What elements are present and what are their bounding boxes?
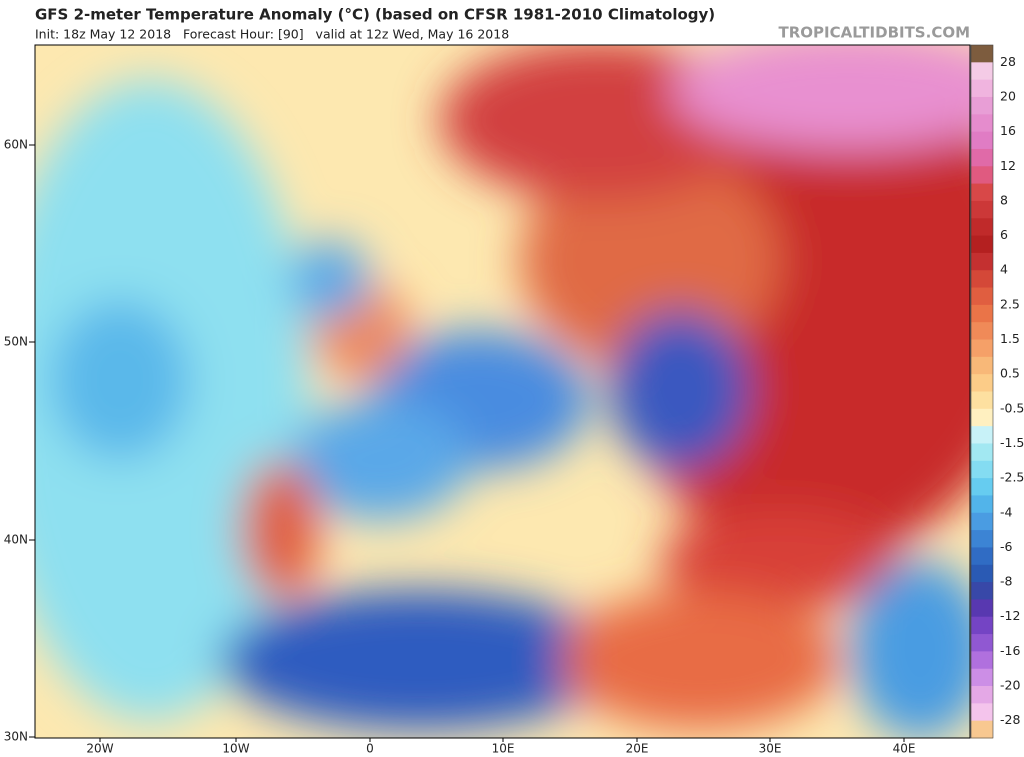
colorbar-label: -1.5: [1000, 435, 1024, 450]
lon-label: 20E: [626, 742, 649, 756]
lon-label: 40E: [893, 742, 916, 756]
colorbar-swatch: [971, 131, 993, 150]
colorbar-swatch: [971, 651, 993, 670]
colorbar-swatch: [971, 460, 993, 479]
colorbar-swatch: [971, 616, 993, 635]
colorbar-swatch: [971, 235, 993, 254]
colorbar-swatch: [971, 114, 993, 133]
colorbar-label: -6: [1000, 539, 1013, 554]
colorbar-label: -28: [1000, 712, 1020, 727]
colorbar-swatch: [971, 668, 993, 687]
colorbar-swatch: [971, 270, 993, 289]
colorbar-swatch: [971, 720, 993, 739]
colorbar-label: 8: [1000, 192, 1008, 207]
colorbar-swatch: [971, 183, 993, 202]
colorbar-swatch: [971, 547, 993, 566]
colorbar-swatch: [971, 45, 993, 63]
lon-label: 10W: [222, 742, 249, 756]
colorbar-swatch: [971, 62, 993, 81]
lat-label: 40N: [4, 533, 28, 547]
colorbar-swatch: [971, 426, 993, 444]
colorbar-swatch: [971, 443, 993, 462]
colorbar-swatch: [971, 339, 993, 358]
colorbar-label: -20: [1000, 678, 1020, 693]
colorbar-swatch: [971, 634, 993, 652]
subtitle: Init: 18z May 12 2018 Forecast Hour: [90…: [35, 27, 509, 42]
title: GFS 2-meter Temperature Anomaly (°C) (ba…: [35, 6, 715, 24]
colorbar-label: -0.5: [1000, 400, 1024, 415]
lon-label: 0: [366, 742, 374, 756]
colorbar-label: 6: [1000, 227, 1008, 242]
colorbar-swatch: [971, 530, 993, 548]
colorbar-swatch: [971, 356, 993, 375]
anomaly-field: [35, 45, 970, 738]
colorbar-swatch: [971, 599, 993, 618]
colorbar-label: -12: [1000, 608, 1020, 623]
colorbar-label: 20: [1000, 88, 1016, 103]
colorbar-label: 12: [1000, 158, 1016, 173]
colorbar-swatch: [971, 374, 993, 392]
colorbar-swatch: [971, 304, 993, 323]
colorbar-swatch: [971, 287, 993, 306]
colorbar-label: 1.5: [1000, 331, 1020, 346]
lat-label: 30N: [4, 730, 28, 744]
colorbar-swatch: [971, 582, 993, 600]
colorbar-label: -16: [1000, 643, 1020, 658]
lat-label: 60N: [4, 138, 28, 152]
colorbar-label: 28: [1000, 54, 1016, 69]
site-credit: TROPICALTIDBITS.COM: [779, 24, 971, 42]
colorbar-swatch: [971, 408, 993, 427]
colorbar-label: 0.5: [1000, 366, 1020, 381]
lon-label: 30E: [759, 742, 782, 756]
colorbar-swatch: [971, 391, 993, 410]
colorbar-swatch: [971, 218, 993, 237]
colorbar-swatch: [971, 495, 993, 514]
colorbar-frame: [970, 44, 994, 739]
colorbar-swatch: [971, 79, 993, 98]
colorbar-swatch: [971, 564, 993, 583]
colorbar-swatch: [971, 166, 993, 185]
colorbar-swatch: [971, 200, 993, 219]
colorbar-swatch: [971, 252, 993, 271]
lon-label: 10E: [492, 742, 515, 756]
colorbar-label: 16: [1000, 123, 1016, 138]
colorbar-swatch: [971, 148, 993, 167]
colorbar-swatch: [971, 703, 993, 722]
colorbar-label: 2.5: [1000, 296, 1020, 311]
colorbar-label: -2.5: [1000, 470, 1024, 485]
colorbar-label: -8: [1000, 574, 1013, 589]
colorbar-label: -4: [1000, 504, 1013, 519]
colorbar-swatch: [971, 322, 993, 341]
colorbar-swatch: [971, 686, 993, 704]
colorbar-swatch: [971, 512, 993, 531]
colorbar-swatch: [971, 478, 993, 496]
colorbar-label: 4: [1000, 262, 1008, 277]
lon-label: 20W: [86, 742, 113, 756]
colorbar-swatch: [971, 96, 993, 115]
lat-label: 50N: [4, 335, 28, 349]
